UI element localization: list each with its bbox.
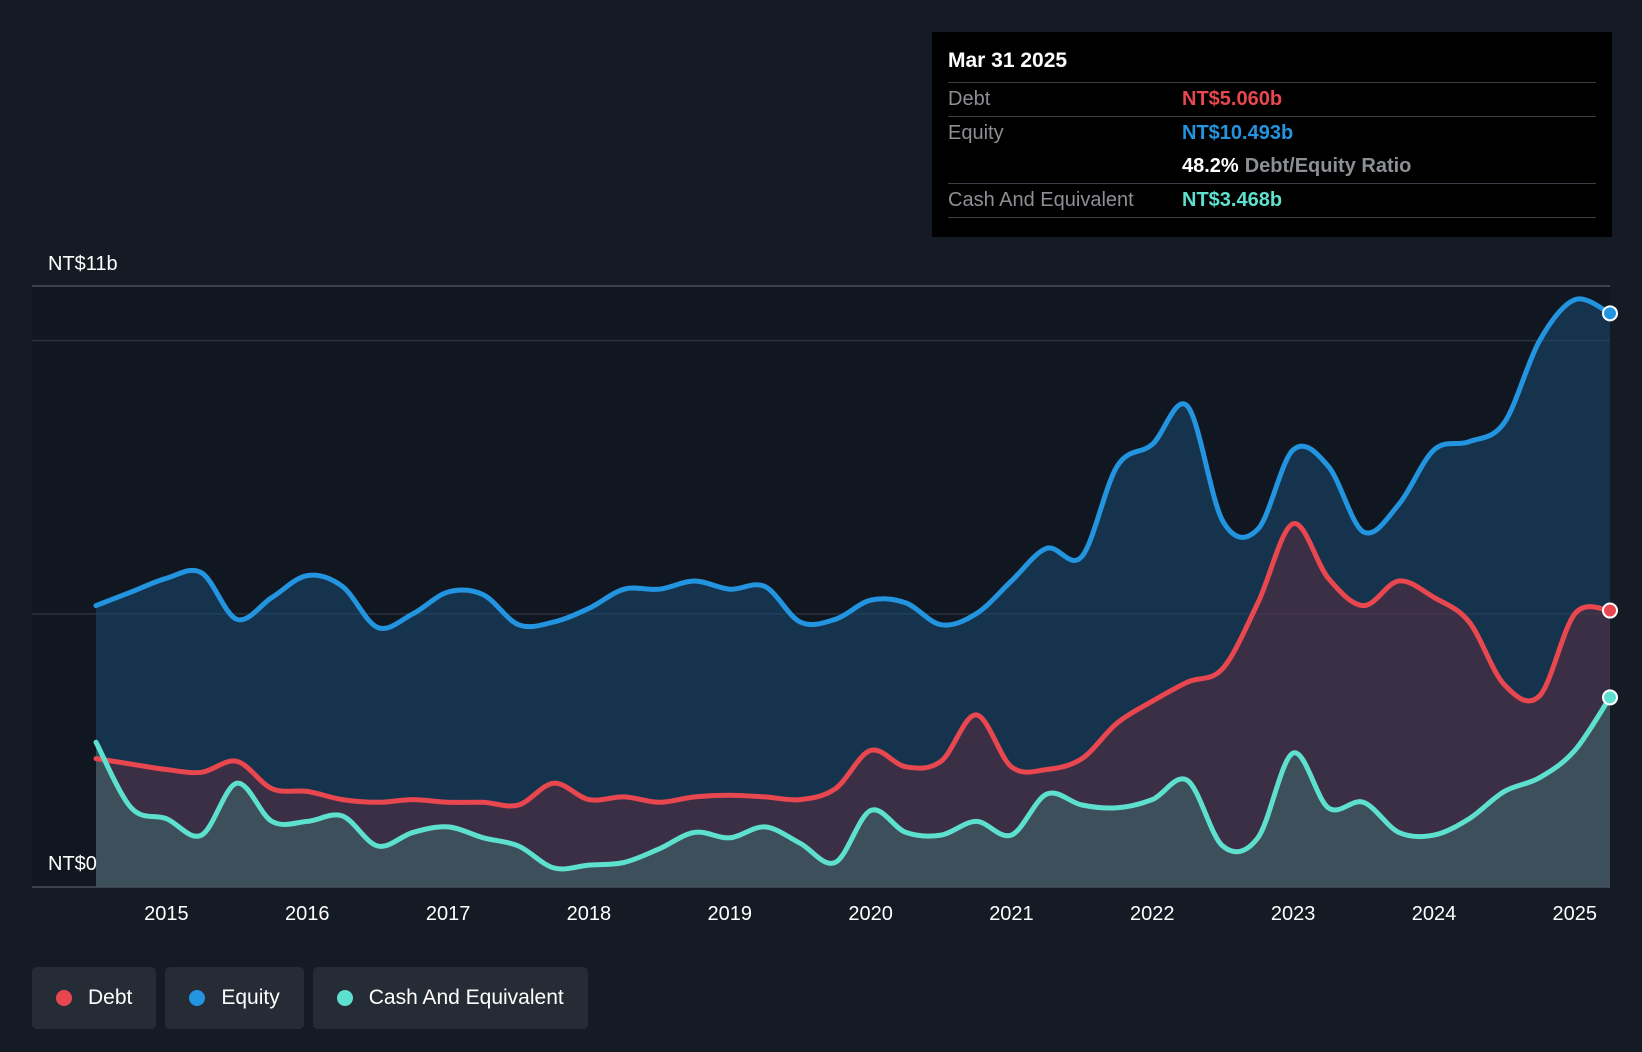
tooltip-debt-label: Debt <box>948 88 991 110</box>
legend-item-debt[interactable]: Debt <box>32 967 157 1029</box>
x-tick-label-2017: 2017 <box>426 903 471 925</box>
tooltip-ratio-label: Debt/Equity Ratio <box>1244 155 1412 177</box>
tooltip-debt-row: Debt NT$5.060b <box>948 83 1596 117</box>
y-axis-top-label: NT$11b <box>48 253 118 275</box>
legend-label-equity: Equity <box>221 986 280 1009</box>
x-tick-label-2015: 2015 <box>144 903 189 925</box>
tooltip-cash-row: Cash And Equivalent NT$3.468b <box>948 184 1596 218</box>
equity-line <box>93 296 1613 631</box>
debt-line <box>93 521 1613 809</box>
cash-line <box>93 694 1613 872</box>
equity-dot-icon <box>189 990 206 1006</box>
tooltip-cash-label: Cash And Equivalent <box>948 189 1134 211</box>
tooltip-ratio-row: 48.2% Debt/Equity Ratio <box>948 150 1596 184</box>
legend-item-equity[interactable]: Equity <box>165 967 304 1029</box>
debt-dot-icon <box>56 990 72 1006</box>
cash-area <box>96 697 1610 887</box>
tooltip-equity-row: Equity NT$10.493b <box>948 117 1596 150</box>
x-tick-label-2023: 2023 <box>1271 903 1316 925</box>
tooltip-equity-value: NT$10.493b <box>1182 122 1294 144</box>
debt-area <box>96 523 1610 887</box>
y-axis-bottom-label: NT$0 <box>48 853 97 875</box>
tooltip-cash-value: NT$3.468b <box>1182 189 1283 211</box>
x-tick-label-2018: 2018 <box>567 903 612 925</box>
x-tick-label-2025: 2025 <box>1553 903 1598 925</box>
debt-endpoint-marker <box>1602 602 1618 619</box>
tooltip-equity-label: Equity <box>948 122 1004 144</box>
data-tooltip: Mar 31 2025 Debt NT$5.060b Equity NT$10.… <box>932 32 1612 237</box>
tooltip-ratio-value: 48.2% <box>1182 155 1239 177</box>
x-axis: 2015 2016 2017 2018 2019 2020 2021 2022 2023 2024… <box>144 903 1597 925</box>
legend: Debt Equity Cash And Equivalent <box>32 967 597 1029</box>
x-tick-label-2016: 2016 <box>285 903 330 925</box>
equity-endpoint-marker <box>1602 305 1618 322</box>
x-tick-label-2020: 2020 <box>848 903 893 925</box>
legend-label-debt: Debt <box>88 986 133 1009</box>
legend-label-cash: Cash And Equivalent <box>368 986 564 1009</box>
legend-item-cash[interactable]: Cash And Equivalent <box>312 967 588 1029</box>
x-tick-label-2019: 2019 <box>708 903 753 925</box>
x-tick-label-2024: 2024 <box>1412 903 1457 925</box>
tooltip-debt-value: NT$5.060b <box>1182 88 1283 110</box>
x-tick-label-2022: 2022 <box>1130 903 1175 925</box>
tooltip-date: Mar 31 2025 <box>948 46 1596 83</box>
cash-endpoint-marker <box>1602 689 1618 706</box>
x-tick-label-2021: 2021 <box>989 903 1034 925</box>
cash-dot-icon <box>336 990 353 1006</box>
equity-area <box>96 298 1610 887</box>
